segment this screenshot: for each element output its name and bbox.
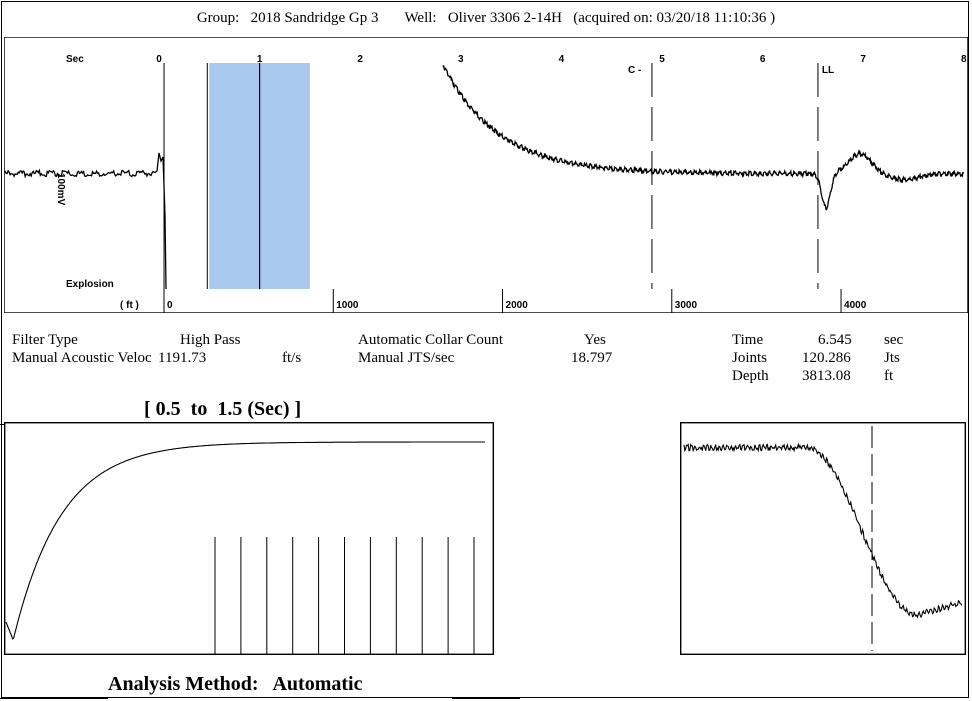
depth-value: 3813.08 — [802, 368, 851, 384]
zoom-window-border — [680, 422, 966, 655]
depth-label: Depth — [732, 368, 769, 384]
acoustic-trace-chart: 0 1 2 3 4 5 6 7 8 0 1000 2000 3000 4000 C - LL Sec Exp… — [4, 37, 968, 313]
velocity-label: Manual Acoustic Veloc — [12, 350, 152, 366]
sec-axis-label: Sec — [66, 54, 84, 65]
footer-underline-left — [0, 698, 108, 699]
analysis-method-value: Automatic — [272, 673, 363, 695]
footer-underline-right — [452, 698, 520, 699]
analysis-window-trace — [5, 441, 485, 640]
collar-count-label: Automatic Collar Count — [358, 332, 503, 348]
jts-label: Manual JTS/sec — [358, 350, 455, 366]
group-label: Group: — [196, 10, 240, 26]
analysis-method-text: Analysis Method: Automatic — [108, 673, 362, 696]
velocity-unit: ft/s — [282, 350, 302, 366]
time-label: Time — [732, 332, 764, 348]
ft-tick-label: 2000 — [506, 300, 529, 311]
sec-tick-label: 6 — [760, 54, 766, 65]
marker-label-ll: LL — [822, 65, 834, 76]
sec-tick-label: 1 — [257, 54, 263, 65]
joints-value: 120.286 — [802, 350, 851, 366]
time-value: 6.545 — [818, 332, 852, 348]
time-unit: sec — [884, 332, 904, 348]
sec-tick-label: 0 — [156, 54, 162, 65]
acoustic-trace-line — [4, 64, 965, 290]
collar-count-value: Yes — [584, 332, 606, 348]
analysis-window-border — [4, 422, 494, 655]
sec-tick-label: 5 — [659, 54, 665, 65]
ft-tick-label: 0 — [167, 300, 173, 311]
sec-tick-label: 2 — [357, 54, 363, 65]
acoustic-trace-svg: 0 1 2 3 4 5 6 7 8 0 1000 2000 3000 4000 C - LL Sec Exp… — [4, 37, 968, 313]
ft-tick-label: 3000 — [675, 300, 698, 311]
group-value: 2018 Sandridge Gp 3 — [250, 10, 379, 26]
analysis-method-footer: Analysis Method: Automatic — [0, 668, 520, 700]
filter-type-value: High Pass — [180, 332, 241, 348]
joints-unit: Jts — [884, 350, 900, 366]
marker-label-c: C - — [628, 65, 641, 76]
ft-tick-label: 1000 — [336, 300, 359, 311]
analysis-window-svg — [4, 422, 494, 655]
filter-type-label: Filter Type — [12, 332, 78, 348]
acquired-date: (acquired on: 03/20/18 11:10:36 ) — [573, 10, 776, 26]
well-value: Oliver 3306 2-14H — [447, 10, 562, 26]
depth-unit: ft — [884, 368, 894, 384]
joints-label: Joints — [732, 350, 768, 366]
well-label: Well: — [404, 10, 437, 26]
zoom-window-chart — [680, 422, 966, 655]
explosion-label: Explosion — [66, 279, 114, 290]
zoom-window-trace — [683, 442, 963, 619]
sec-tick-label: 7 — [860, 54, 866, 65]
report-header: Group: 2018 Sandridge Gp 3 Well: Oliver … — [0, 0, 972, 37]
zoom-window-svg — [680, 422, 966, 655]
ft-tick-label: 4000 — [844, 300, 867, 311]
y-axis-label: 100mV — [55, 173, 66, 206]
analysis-method-label: Analysis Method: — [108, 673, 259, 695]
sec-tick-label: 3 — [458, 54, 464, 65]
ft-axis-label: ( ft ) — [120, 300, 139, 311]
velocity-value: 1191.73 — [158, 350, 207, 366]
sec-tick-label: 4 — [559, 54, 565, 65]
sec-tick-label: 8 — [961, 54, 967, 65]
jts-value: 18.797 — [571, 350, 613, 366]
analysis-window-title-text: [ 0.5 to 1.5 (Sec) ] — [144, 398, 302, 420]
main-plot-border — [4, 37, 968, 313]
analysis-window-chart — [4, 422, 494, 655]
